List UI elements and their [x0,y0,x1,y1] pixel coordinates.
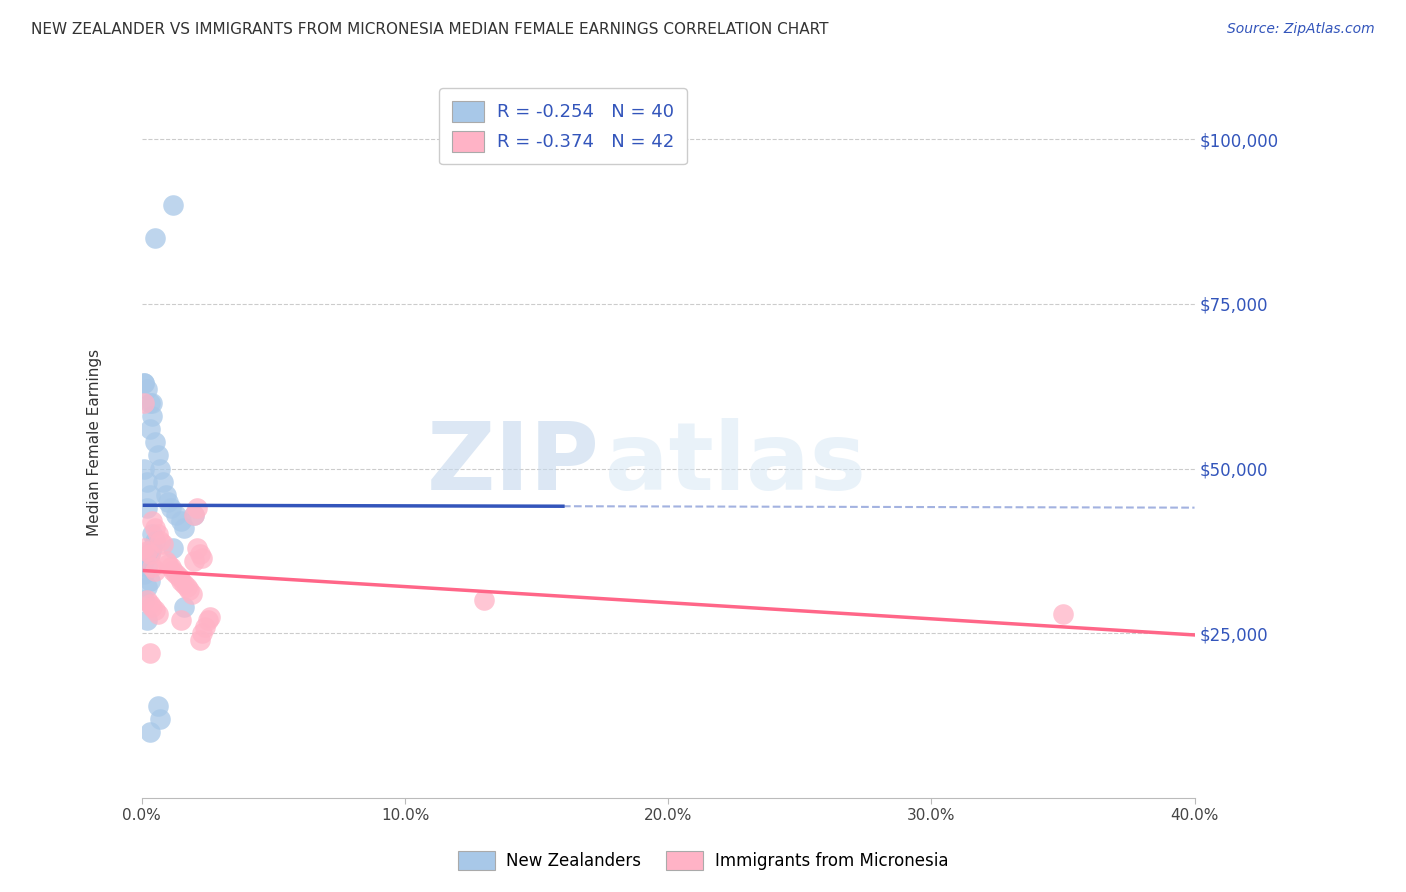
Point [170,574,193,588]
Point [146,449,169,463]
Text: Median Female Earnings: Median Female Earnings [87,349,103,536]
Point [143,231,166,245]
Point [152,537,174,551]
Text: Source: ZipAtlas.com: Source: ZipAtlas.com [1227,22,1375,37]
Point [170,613,193,627]
Point [188,547,211,561]
Point [173,599,195,614]
Point [155,554,177,568]
Point [194,620,217,634]
Point [138,547,160,561]
Point [138,725,160,739]
Point [162,564,184,578]
Point [176,580,198,594]
Point [134,461,156,475]
Point [180,587,202,601]
Point [165,508,187,522]
Point [141,560,163,574]
Point [143,521,166,535]
Point [136,560,159,574]
Point [134,541,156,555]
Point [170,514,193,528]
Point [186,501,208,516]
Point [179,583,201,598]
Point [138,547,160,561]
Point [152,475,174,489]
Point [138,574,160,588]
Point [183,508,205,522]
Point [472,593,495,607]
Point [167,570,190,584]
Point [165,567,187,582]
Legend: New Zealanders, Immigrants from Micronesia: New Zealanders, Immigrants from Micrones… [451,844,955,877]
Point [173,521,195,535]
Point [200,610,222,624]
Point [173,577,195,591]
Point [162,198,184,212]
Point [157,557,180,571]
Point [186,541,208,555]
Point [143,435,166,450]
Point [136,593,159,607]
Point [141,409,163,423]
Point [141,527,163,541]
Point [146,607,169,621]
Point [191,550,214,565]
Point [136,544,159,558]
Legend: R = -0.254   N = 40, R = -0.374   N = 42: R = -0.254 N = 40, R = -0.374 N = 42 [439,88,686,164]
Point [134,567,156,582]
Point [141,514,163,528]
Point [134,395,156,409]
Point [183,508,205,522]
Point [149,534,172,549]
Point [138,597,160,611]
Point [1052,607,1074,621]
Point [146,698,169,713]
Point [157,494,180,508]
Point [143,564,166,578]
Text: ZIP: ZIP [427,417,600,509]
Point [134,593,156,607]
Point [138,646,160,660]
Point [138,488,160,502]
Point [141,599,163,614]
Point [136,580,159,594]
Point [159,560,181,574]
Point [136,383,159,397]
Text: NEW ZEALANDER VS IMMIGRANTS FROM MICRONESIA MEDIAN FEMALE EARNINGS CORRELATION C: NEW ZEALANDER VS IMMIGRANTS FROM MICRONE… [31,22,828,37]
Point [143,534,166,549]
Point [138,422,160,436]
Point [138,395,160,409]
Point [188,632,211,647]
Point [155,488,177,502]
Point [141,541,163,555]
Point [141,395,163,409]
Text: atlas: atlas [605,417,866,509]
Point [149,712,172,726]
Point [159,501,181,516]
Point [136,475,159,489]
Point [143,603,166,617]
Point [134,554,156,568]
Point [191,626,214,640]
Point [183,554,205,568]
Point [134,376,156,390]
Point [162,541,184,555]
Point [197,613,219,627]
Point [149,461,172,475]
Point [136,501,159,516]
Point [134,376,156,390]
Point [146,527,169,541]
Point [136,613,159,627]
